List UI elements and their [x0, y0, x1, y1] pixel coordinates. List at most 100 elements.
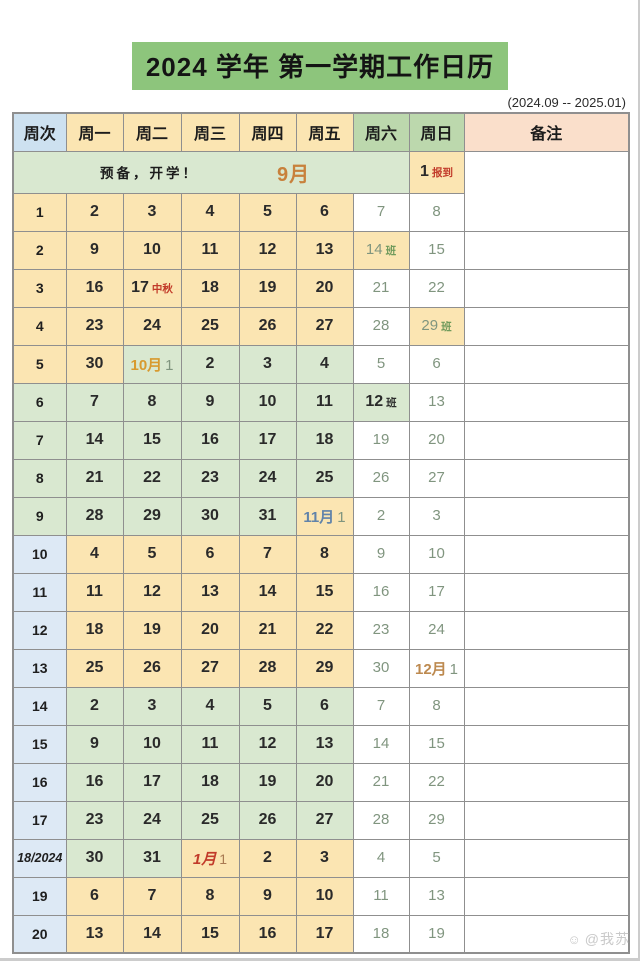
day-number: 26 [372, 469, 390, 486]
day-cell: 15 [295, 572, 354, 612]
day-cell: 28 [238, 648, 297, 688]
day-cell: 28 [65, 496, 124, 536]
day-cell: 29 [295, 648, 354, 688]
day-number: 9 [90, 241, 99, 258]
day-cell: 22 [408, 762, 465, 802]
day-cell: 29 [408, 800, 465, 840]
day-number: 27 [428, 469, 445, 486]
day-number: 14 [143, 924, 161, 942]
day-number: 20 [315, 773, 334, 790]
table-row: 7 14 15 16 17 18 19 20 [12, 420, 630, 460]
day-cell: 4 [65, 534, 124, 574]
day-number: 13 [315, 241, 334, 258]
notes-cell [463, 762, 630, 802]
day-cell: 21 [238, 610, 297, 650]
day-cell: 19 [352, 420, 410, 460]
day-number: 24 [143, 317, 161, 334]
day-number: 12 [143, 583, 161, 600]
week-number-cell: 9 [12, 496, 67, 536]
day-cell: 9 [238, 876, 297, 916]
day-cell: 30 [65, 344, 124, 384]
day-number: 15 [201, 924, 219, 942]
table-row: 15 9 10 11 12 13 14 15 [12, 724, 630, 764]
day-number: 5 [376, 355, 386, 372]
day-cell: 27 [295, 306, 354, 346]
day-number: 31 [258, 507, 277, 524]
header-notes: 备注 [463, 112, 630, 152]
day-cell: 20 [295, 268, 354, 308]
day-cell: 18 [65, 610, 124, 650]
day-cell: 22 [408, 268, 465, 308]
day-cell: 11 [352, 876, 410, 916]
day-number: 25 [85, 659, 104, 676]
notes-cell [463, 268, 630, 308]
day-number: 18 [85, 621, 104, 638]
day-number: 31 [143, 849, 161, 866]
day-cell: 12 班 [352, 382, 410, 422]
week-number-cell: 5 [12, 344, 67, 384]
day-number: 4 [205, 203, 215, 220]
day-cell: 16 [65, 268, 124, 308]
day-number: 17 [143, 773, 161, 790]
week-number-cell: 4 [12, 306, 67, 346]
day-cell: 10 [238, 382, 297, 422]
day-cell: 19 [238, 268, 297, 308]
day-cell: 11月 1 [295, 496, 354, 536]
day-number: 11 [316, 393, 333, 410]
day-cell: 28 [352, 800, 410, 840]
september-banner-row: 预备，开学！ 9月 1 报到 [12, 150, 630, 232]
day-cell: 16 [65, 762, 124, 802]
day-cell: 20 [408, 420, 465, 460]
day-number: 7 [376, 697, 386, 714]
day-number: 16 [258, 924, 277, 942]
day-cell: 3 [408, 496, 465, 536]
day-number: 18 [372, 924, 390, 942]
day-cell: 15 [122, 420, 182, 460]
table-row: 17 23 24 25 26 27 28 29 [12, 800, 630, 840]
day-number: 19 [372, 431, 390, 448]
table-row: 19 6 7 8 9 10 11 13 [12, 876, 630, 916]
notes-cell [463, 648, 630, 688]
notes-cell [463, 914, 630, 954]
paw-logo-icon: ☺ [567, 931, 582, 947]
header-week-number: 周次 [12, 112, 67, 152]
day-number: 12 [258, 241, 277, 258]
day-cell: 14 班 [352, 230, 410, 270]
notes-cell [463, 306, 630, 346]
day-number: 24 [143, 811, 161, 828]
day-cell: 7 [65, 382, 124, 422]
day-cell: 3 [122, 192, 182, 232]
week-number-cell: 20 [12, 914, 67, 954]
day-cell: 7 [122, 876, 182, 916]
month-banner-cell: 预备，开学！ 9月 [12, 150, 410, 194]
day-cell: 18 [352, 914, 410, 954]
day-number: 25 [315, 469, 334, 486]
day-number: 10 [258, 393, 277, 410]
day-cell: 6 [180, 534, 240, 574]
day-cell: 13 [65, 914, 124, 954]
day-number: 13 [201, 583, 219, 600]
day-number: 18 [201, 773, 219, 790]
day-number: 9 [205, 393, 215, 410]
header-row: 周次 周一 周二 周三 周四 周五 周六 周日 备注 [12, 112, 630, 152]
page-title: 2024 学年 第一学期工作日历 [131, 42, 509, 90]
day-cell: 5 [122, 534, 182, 574]
table-row: 14 2 3 4 5 6 7 8 [12, 686, 630, 726]
day-number: 13 [428, 887, 445, 904]
day-number: 2 [205, 355, 215, 372]
day-number: 2 [376, 507, 386, 524]
day-cell: 6 [295, 686, 354, 726]
day-number: 29 [421, 317, 439, 334]
day-cell: 5 [408, 838, 465, 878]
day-cell: 10 [122, 230, 182, 270]
day-cell: 31 [122, 838, 182, 878]
day-number: 22 [315, 621, 334, 638]
day-number: 13 [428, 393, 445, 410]
day-number: 20 [315, 279, 334, 296]
day-cell: 4 [295, 344, 354, 384]
day-number: 1 [449, 660, 459, 678]
school-start-note: 预备，开学！ [100, 166, 199, 181]
watermark-text: @我苏 [584, 931, 630, 947]
day-number: 11 [86, 583, 103, 600]
notes-cell [463, 458, 630, 498]
